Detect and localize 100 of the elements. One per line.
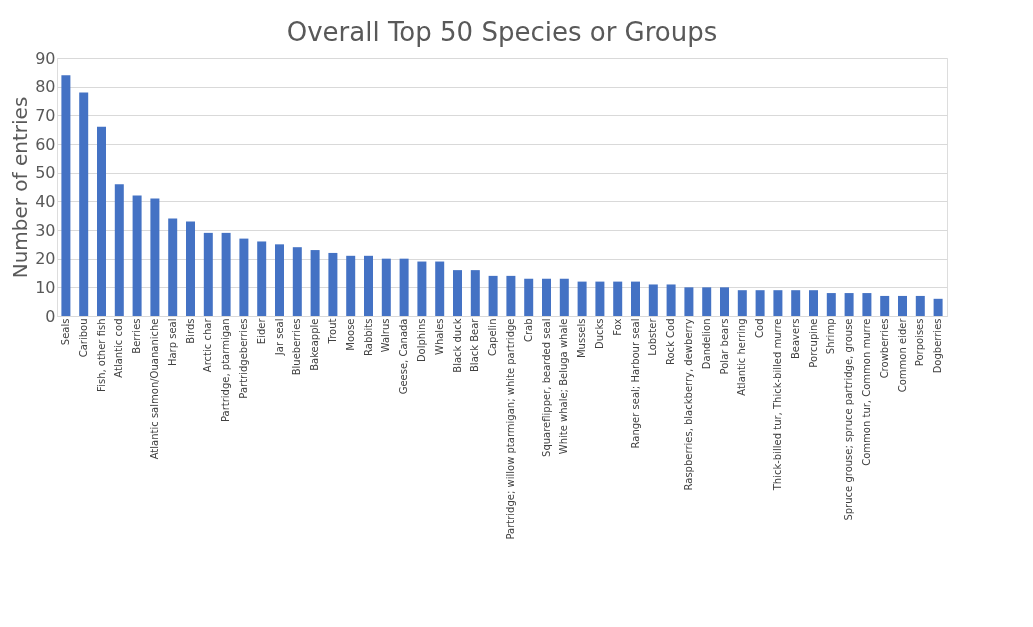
bar	[186, 221, 195, 316]
x-tick-label: Geese, Canada	[398, 318, 410, 395]
x-tick-label: Bakeapple	[309, 318, 321, 371]
x-tick-label: Whales	[433, 318, 445, 355]
bar	[648, 284, 658, 316]
bar	[684, 287, 694, 316]
x-tick-label: Caribou	[77, 318, 89, 358]
bar	[275, 244, 284, 316]
bar	[595, 281, 605, 316]
bar	[399, 258, 409, 316]
x-tick-label: Ducks	[593, 318, 605, 350]
x-tick-label: Partridge; willow ptarmigan; white partridge	[504, 318, 516, 540]
x-tick-label: Porcupine	[807, 318, 819, 368]
x-tick-label: Black Bear	[469, 317, 481, 372]
bar	[364, 255, 373, 316]
y-tick-label: 50	[35, 163, 56, 183]
y-tick-label: 60	[35, 134, 56, 154]
x-tick-label: Crab	[522, 318, 534, 343]
x-tick-label: Squareflipper, bearded seal	[540, 318, 552, 457]
x-tick-label: Crowberries	[878, 318, 890, 379]
x-tick-label: Dandelion	[700, 318, 712, 370]
x-tick-label: Mussels	[576, 318, 588, 359]
bar	[933, 298, 943, 316]
x-tick-label: Ranger seal; Harbour seal	[629, 318, 641, 449]
x-tick-label: Shrimp	[825, 318, 837, 355]
bar	[862, 293, 872, 316]
y-tick-label: 90	[35, 48, 56, 68]
x-tick-label: Thick-billed tur, Thick-billed murre	[771, 318, 783, 492]
bar	[150, 198, 160, 316]
bar	[844, 293, 854, 316]
x-tick-label: Eider	[255, 317, 267, 345]
x-tick-label: Common eider	[896, 317, 908, 393]
bar	[915, 295, 925, 316]
y-tick-label: 80	[35, 77, 56, 97]
x-tick-label: Trout	[326, 318, 338, 345]
bar	[310, 250, 320, 316]
y-tick-label: 40	[35, 191, 56, 211]
bar	[470, 270, 480, 316]
bar	[435, 261, 445, 316]
x-tick-label: Rock Cod	[665, 318, 677, 366]
bar	[61, 75, 71, 316]
bar	[346, 255, 356, 316]
y-tick-label: 0	[45, 306, 56, 326]
bar	[292, 247, 302, 316]
x-tick-label: Polar bears	[718, 318, 730, 375]
y-tick-label: 70	[35, 105, 56, 125]
x-tick-label: Atlantic salmon/Ouananiche	[148, 318, 160, 460]
bar	[755, 290, 765, 316]
bar	[737, 290, 747, 316]
bar	[826, 293, 836, 316]
bar	[542, 278, 551, 316]
chart-title: Overall Top 50 Species or Groups	[286, 17, 718, 47]
bar	[97, 126, 106, 316]
bar	[114, 184, 124, 316]
x-tick-label: Seals	[59, 318, 71, 346]
x-tick-label: Black duck	[451, 318, 463, 373]
x-tick-label: Raspberries, blackberry, dewberry	[682, 318, 694, 491]
x-tick-label: White whale; Beluga whale	[558, 318, 570, 455]
bar	[809, 290, 818, 316]
bar	[453, 270, 462, 316]
x-tick-label: Blueberries	[291, 318, 303, 376]
y-axis-title: Number of entries	[8, 96, 33, 279]
x-tick-label: Lobster	[647, 317, 659, 356]
bar	[417, 261, 427, 316]
x-tick-label: Atlantic cod	[113, 318, 125, 378]
bar	[239, 238, 249, 316]
bar	[257, 241, 267, 316]
y-tick-label: 20	[35, 249, 56, 269]
x-tick-label: Beavers	[789, 318, 801, 360]
x-tick-label: Rabbits	[362, 318, 374, 356]
bar	[720, 287, 729, 316]
x-tick-label: Fox	[611, 318, 623, 336]
x-tick-label: Porpoises	[914, 318, 926, 367]
x-tick-label: Walrus	[380, 318, 392, 353]
x-tick-label: Partridge, ptarmigan	[220, 318, 232, 423]
bar	[132, 195, 142, 316]
x-tick-label: Atlantic herring	[736, 318, 748, 396]
x-tick-label: Cod	[754, 318, 766, 338]
bar	[577, 281, 587, 316]
bar	[613, 281, 623, 316]
bar	[559, 278, 569, 316]
bar	[791, 290, 801, 316]
x-tick-label: Dogberries	[932, 318, 944, 374]
x-tick-label: Berries	[131, 318, 143, 354]
bar	[880, 295, 890, 316]
bar	[79, 92, 89, 316]
x-tick-label: Dolphins	[415, 318, 427, 363]
x-tick-label: Arctic char	[202, 317, 214, 373]
x-tick-label: Capelin	[487, 318, 499, 357]
bar	[524, 278, 534, 316]
x-tick-label: Common tur, Common murre	[860, 318, 872, 466]
bar	[381, 258, 391, 316]
bar	[631, 281, 640, 316]
bar	[506, 275, 516, 316]
bar	[168, 218, 178, 316]
x-tick-label: Jar seal	[273, 318, 285, 357]
x-tick-label: Fish, other fish	[95, 318, 107, 392]
bar	[666, 284, 676, 316]
bar	[702, 287, 712, 316]
y-tick-label: 30	[35, 220, 56, 240]
